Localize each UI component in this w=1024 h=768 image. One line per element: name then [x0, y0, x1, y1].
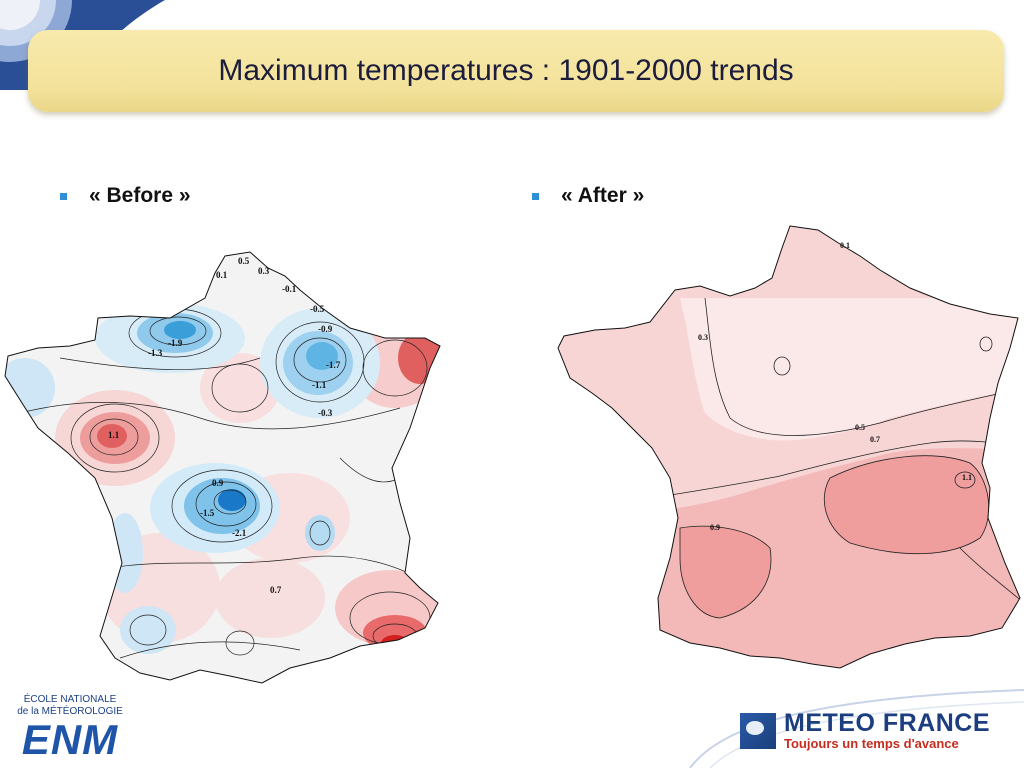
contour-label: -0.9	[318, 324, 333, 334]
contour-label: -0.5	[310, 304, 325, 314]
meteo-france-logo: METEO FRANCE Toujours un temps d'avance	[740, 710, 990, 751]
swoosh-decoration	[689, 689, 1024, 768]
contour-label: -1.3	[148, 348, 163, 358]
bullet-square-icon	[60, 192, 67, 200]
contour-label: -1.1	[312, 380, 327, 390]
contour-label: 0.5	[238, 256, 250, 266]
contour-label: -2.1	[232, 528, 247, 538]
contour-label: 0.9	[212, 478, 224, 488]
contour-label: 0.1	[216, 270, 228, 280]
bullet-before-label: « Before »	[89, 184, 191, 207]
contour-label: -1.7	[326, 360, 341, 370]
contour-label: -0.1	[282, 284, 297, 294]
bullet-before: « Before »	[60, 184, 191, 208]
contour-label: 1.1	[108, 430, 120, 440]
contour-label: -0.3	[318, 408, 333, 418]
contour-label: -1.5	[200, 508, 215, 518]
bullet-square-icon	[532, 192, 539, 200]
contour-label: 0.7	[870, 435, 880, 444]
contour-label: 0.9	[710, 523, 720, 532]
contour-label: 1.1	[962, 473, 972, 482]
before-map: 0.5 0.3 0.1 -0.1 -0.5 -0.9 -1.3 -1.5 -1.…	[4, 251, 441, 684]
slide-title: Maximum temperatures : 1901-2000 trends	[218, 54, 794, 87]
contour-label: 0.1	[840, 241, 850, 250]
mf-slogan: Toujours un temps d'avance	[784, 736, 959, 751]
bullet-after-label: « After »	[561, 184, 645, 207]
enm-abbrev: ENM	[21, 716, 119, 763]
contour-label: 0.5	[855, 423, 865, 432]
contour-label: 0.3	[258, 266, 270, 276]
bullet-after: « After »	[532, 184, 644, 208]
contour-label: 0.3	[698, 333, 708, 342]
contour-label: 0.7	[270, 585, 282, 595]
enm-line1: ÉCOLE NATIONALE	[23, 694, 117, 705]
meteo-france-icon	[740, 712, 776, 749]
contour-label: -1.9	[168, 338, 183, 348]
title-banner: Maximum temperatures : 1901-2000 trends	[28, 30, 1004, 112]
enm-line2: de la MÉTÉOROLOGIE	[17, 706, 123, 717]
enm-logo: ÉCOLE NATIONALE de la MÉTÉOROLOGIE ENM	[10, 694, 130, 766]
after-map: 0.1 0.3 0.5 0.7 0.9 1.1	[557, 225, 1021, 669]
mf-name: METEO FRANCE	[784, 709, 990, 737]
